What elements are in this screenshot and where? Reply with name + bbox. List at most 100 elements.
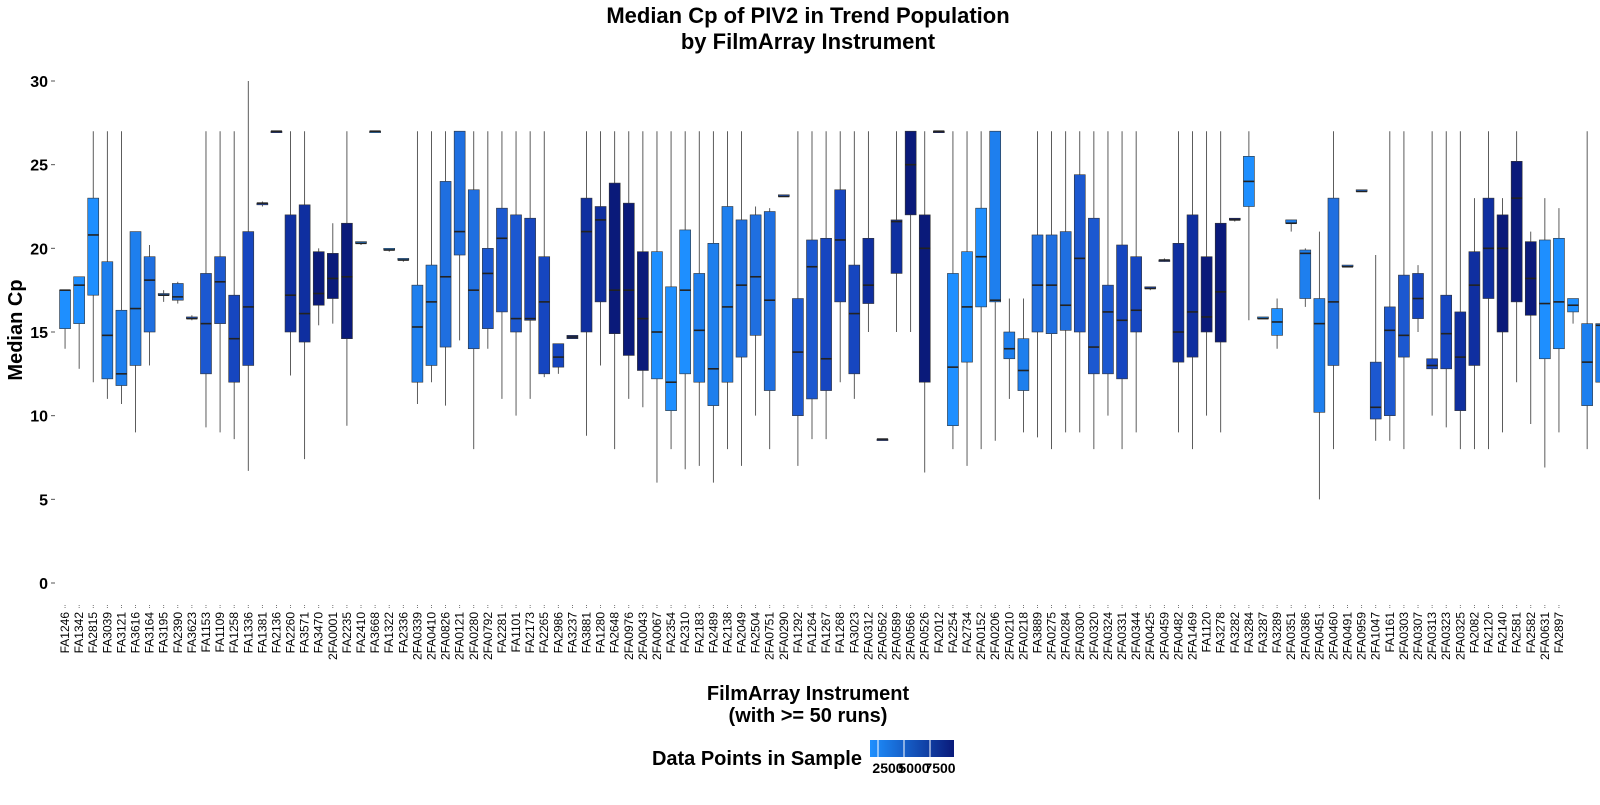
box-body — [1031, 234, 1044, 333]
box — [693, 131, 706, 466]
box — [608, 131, 621, 450]
box — [1341, 264, 1354, 268]
y-tick-label: 20 — [30, 241, 48, 258]
box — [397, 258, 410, 262]
box-body — [651, 251, 663, 380]
box — [806, 131, 818, 440]
x-tick-label: 2FA0410 — [424, 612, 438, 660]
box-body — [242, 231, 255, 366]
box-body — [1553, 237, 1565, 350]
x-tick-label: 2FA1469 — [1186, 612, 1200, 660]
box — [1369, 255, 1382, 441]
box — [594, 131, 607, 366]
box — [467, 131, 480, 450]
x-tick-label: FA3881 — [580, 612, 594, 654]
x-tick-label: FA3237 — [565, 612, 579, 654]
x-tick-label: 2FA0152 — [974, 612, 988, 660]
box-body — [975, 207, 987, 308]
x-tick-label: 2FA0339 — [410, 612, 424, 660]
x-tick-label: FA1292 — [791, 612, 805, 654]
box — [552, 343, 565, 374]
box — [989, 130, 1002, 441]
x-tick-label: FA3571 — [298, 612, 312, 654]
x-tick-label: FA2336 — [396, 612, 410, 654]
box — [157, 290, 170, 302]
x-tick-label: FA2310 — [678, 612, 692, 654]
x-tick-label: FA2648 — [608, 612, 622, 654]
box-body — [637, 251, 649, 371]
box — [1524, 231, 1537, 425]
box — [961, 131, 973, 466]
x-tick-label: FA3284 — [1242, 612, 1256, 654]
box-body — [1017, 338, 1030, 391]
box — [87, 131, 100, 383]
box — [862, 131, 875, 332]
box-body — [439, 181, 452, 348]
box-body — [1186, 214, 1199, 358]
box — [538, 131, 551, 378]
box — [622, 131, 635, 399]
x-tick-label: 2FA0386 — [1298, 612, 1312, 660]
x-tick-label: FA2260 — [284, 612, 298, 654]
box-body — [1440, 294, 1453, 370]
box-body — [1045, 234, 1058, 334]
x-tick-label: 2FA0589 — [890, 612, 904, 660]
box — [439, 131, 452, 406]
box — [1172, 131, 1185, 433]
box-body — [129, 231, 142, 366]
box — [1116, 131, 1128, 450]
box-body — [763, 211, 776, 391]
x-tick-label: 2FA0792 — [481, 612, 495, 660]
x-tick-label: FA2410 — [354, 612, 368, 654]
box — [284, 131, 297, 376]
x-tick-label: FA2136 — [269, 612, 283, 654]
box-body — [806, 239, 818, 400]
box — [1581, 131, 1593, 450]
chart-title: Median Cp of PIV2 in Trend Population — [606, 3, 1009, 28]
x-tick-label: 2FA0460 — [1326, 612, 1340, 660]
x-tick-label: 2FA0206 — [988, 612, 1002, 660]
box — [1214, 131, 1227, 433]
box — [369, 130, 381, 133]
box-body — [792, 298, 804, 416]
y-tick-label: 10 — [30, 409, 48, 426]
box-body — [1172, 243, 1185, 363]
x-tick-label: FA2489 — [706, 612, 720, 654]
box — [637, 131, 649, 408]
box-body — [1581, 323, 1593, 406]
box — [482, 131, 494, 349]
box-body — [707, 243, 720, 406]
box — [1031, 131, 1044, 438]
box-body — [411, 284, 424, 383]
box — [1398, 131, 1410, 450]
box — [1073, 131, 1086, 433]
box-body — [749, 214, 762, 336]
y-axis-title: Median Cp — [5, 279, 27, 380]
box — [1454, 131, 1467, 450]
x-tick-label: 2FA0976 — [622, 612, 636, 660]
box-body — [115, 309, 128, 386]
box-body — [989, 130, 1002, 303]
box-body — [608, 182, 621, 334]
box-body — [947, 273, 959, 427]
box-body — [665, 286, 677, 411]
box-body — [1468, 251, 1481, 366]
box-body — [284, 214, 297, 333]
box-body — [890, 219, 903, 274]
x-tick-label: FA2986 — [551, 612, 565, 654]
box — [933, 130, 945, 133]
x-tick-label: FA2504 — [749, 612, 763, 654]
box — [1229, 217, 1241, 222]
box-body — [538, 256, 551, 375]
box-body — [1116, 244, 1128, 380]
x-tick-label: 2FA0331 — [1115, 612, 1129, 660]
box-body — [524, 217, 536, 321]
box — [383, 248, 395, 252]
box-body — [1454, 311, 1467, 411]
x-tick-label: FA1264 — [805, 612, 819, 654]
y-tick-label: 5 — [39, 492, 48, 509]
box — [1482, 131, 1495, 450]
x-tick-label: FA1161 — [1383, 612, 1397, 653]
box — [1468, 198, 1481, 450]
